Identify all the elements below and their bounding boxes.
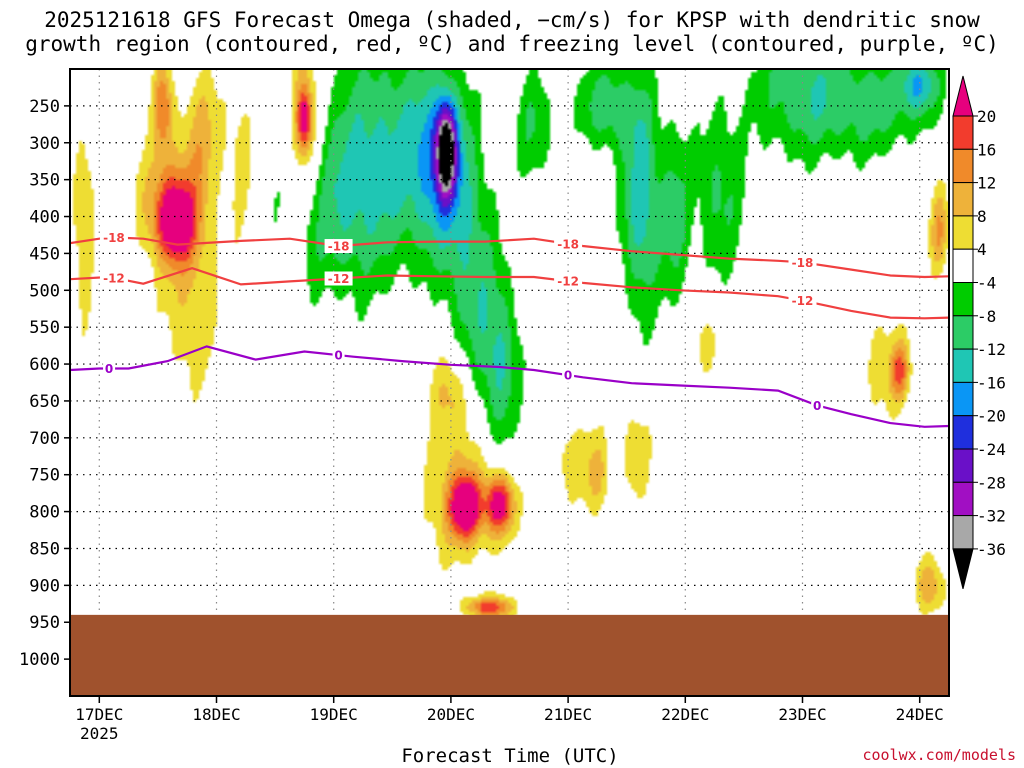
x-axis-title: Forecast Time (UTC)	[401, 745, 619, 767]
y-axis: 250 300 350 400 450 500 550 600 650 700 750 800 850 9…	[19, 97, 70, 670]
contour--18	[70, 236, 949, 279]
contour-label-0: 0	[813, 399, 821, 413]
y-tick-label-800: 800	[29, 503, 60, 523]
contour-label--12: -12	[328, 272, 350, 286]
colorbar-swatch	[952, 115, 974, 150]
colorbar-swatch	[952, 448, 974, 483]
x-tick-label-21DEC: 21DEC	[544, 705, 592, 724]
colorbar-swatch	[952, 315, 974, 350]
surface-terrain	[70, 614, 949, 696]
colorbar-label-8: 8	[977, 207, 987, 226]
y-tick-label-550: 550	[29, 318, 60, 338]
colorbar-bottom-arrow	[952, 548, 974, 590]
y-tick-label-1000: 1000	[19, 650, 60, 670]
colorbar-label--36: -36	[977, 540, 1006, 559]
y-tick-label-600: 600	[29, 355, 60, 375]
chart-title: 2025121618 GFS Forecast Omega (shaded, −…	[25, 8, 999, 56]
y-tick-label-900: 900	[29, 576, 60, 596]
y-tick-label-400: 400	[29, 208, 60, 228]
contour-label-bg	[103, 361, 116, 376]
contour--12	[70, 267, 949, 320]
y-tick-label-250: 250	[29, 97, 60, 117]
y-tick-label-750: 750	[29, 466, 60, 486]
x-tick-label-24DEC: 24DEC	[896, 705, 944, 724]
y-tick-label-650: 650	[29, 392, 60, 412]
contour-label-bg	[554, 236, 583, 251]
colorbar-swatch	[952, 282, 974, 317]
y-tick-label-350: 350	[29, 171, 60, 191]
contour-label-bg	[99, 230, 128, 245]
colorbar-swatch	[952, 481, 974, 517]
colorbar-label--24: -24	[977, 440, 1006, 459]
contour-label-bg	[324, 239, 353, 254]
plot-frame	[69, 68, 950, 697]
contour-label-bg	[324, 271, 353, 286]
contour-label-bg	[788, 293, 817, 308]
colorbar-label--4: -4	[977, 274, 996, 293]
y-tick-label-300: 300	[29, 134, 60, 154]
contour-label-0: 0	[105, 362, 113, 376]
contour-label-0: 0	[334, 349, 342, 363]
colorbar-label--8: -8	[977, 307, 996, 326]
source-credit: coolwx.com/models	[862, 746, 1016, 764]
colorbar-swatch	[952, 148, 974, 184]
x-year-label: 2025	[80, 724, 119, 743]
x-tick-label-18DEC: 18DEC	[192, 705, 240, 724]
contour-label--18: -18	[792, 256, 814, 270]
contour-0	[70, 345, 949, 428]
colorbar-label--20: -20	[977, 407, 1006, 426]
colorbar-label--12: -12	[977, 340, 1006, 359]
colorbar-label-4: 4	[977, 240, 987, 259]
colorbar-swatch	[952, 415, 974, 450]
contour-label--18: -18	[557, 237, 579, 251]
contour-label-bg	[562, 368, 575, 383]
contour-label--18: -18	[103, 231, 125, 245]
x-tick-label-23DEC: 23DEC	[778, 705, 826, 724]
contour-label--18: -18	[328, 240, 350, 254]
y-tick-label-450: 450	[29, 244, 60, 264]
colorbar-label--16: -16	[977, 373, 1006, 392]
omega-field	[70, 69, 949, 696]
contour-label-bg	[554, 274, 583, 289]
y-tick-label-950: 950	[29, 613, 60, 633]
contour-label-bg	[811, 398, 824, 413]
colorbar-top-arrow	[952, 75, 974, 117]
colorbar-label-12: 12	[977, 174, 996, 193]
contour-label--12: -12	[792, 294, 814, 308]
contour-label--12: -12	[557, 275, 579, 289]
x-tick-label-17DEC: 17DEC	[75, 705, 123, 724]
colorbar-swatch	[952, 381, 974, 417]
colorbar-label--28: -28	[977, 473, 1006, 492]
y-tick-label-850: 850	[29, 539, 60, 559]
x-tick-label-19DEC: 19DEC	[310, 705, 358, 724]
contour-label-bg	[332, 348, 345, 363]
colorbar-swatch	[952, 215, 974, 250]
colorbar-swatch	[952, 348, 974, 383]
contour-label--12: -12	[103, 271, 125, 285]
y-tick-label-500: 500	[29, 281, 60, 301]
x-tick-label-22DEC: 22DEC	[661, 705, 709, 724]
y-tick-label-700: 700	[29, 429, 60, 449]
colorbar-label-16: 16	[977, 140, 996, 159]
colorbar-swatch	[952, 182, 974, 217]
colorbar: 20 16 12 8 4 -4 -8 -12 -16 -20 -24 -28 -32 -36	[952, 75, 1006, 590]
contour-label-0: 0	[564, 369, 572, 383]
colorbar-swatch	[952, 248, 974, 283]
contour-label-bg	[788, 255, 817, 270]
colorbar-swatch	[952, 515, 974, 550]
colorbar-label-20: 20	[977, 107, 996, 126]
colorbar-label--32: -32	[977, 507, 1006, 526]
gridlines	[70, 69, 949, 696]
temperature-contours: -18 -18 -18 -18 -12 -12 -12 -12 0 0 0 0	[70, 230, 949, 428]
x-tick-label-20DEC: 20DEC	[427, 705, 475, 724]
contour-label-bg	[99, 270, 128, 285]
